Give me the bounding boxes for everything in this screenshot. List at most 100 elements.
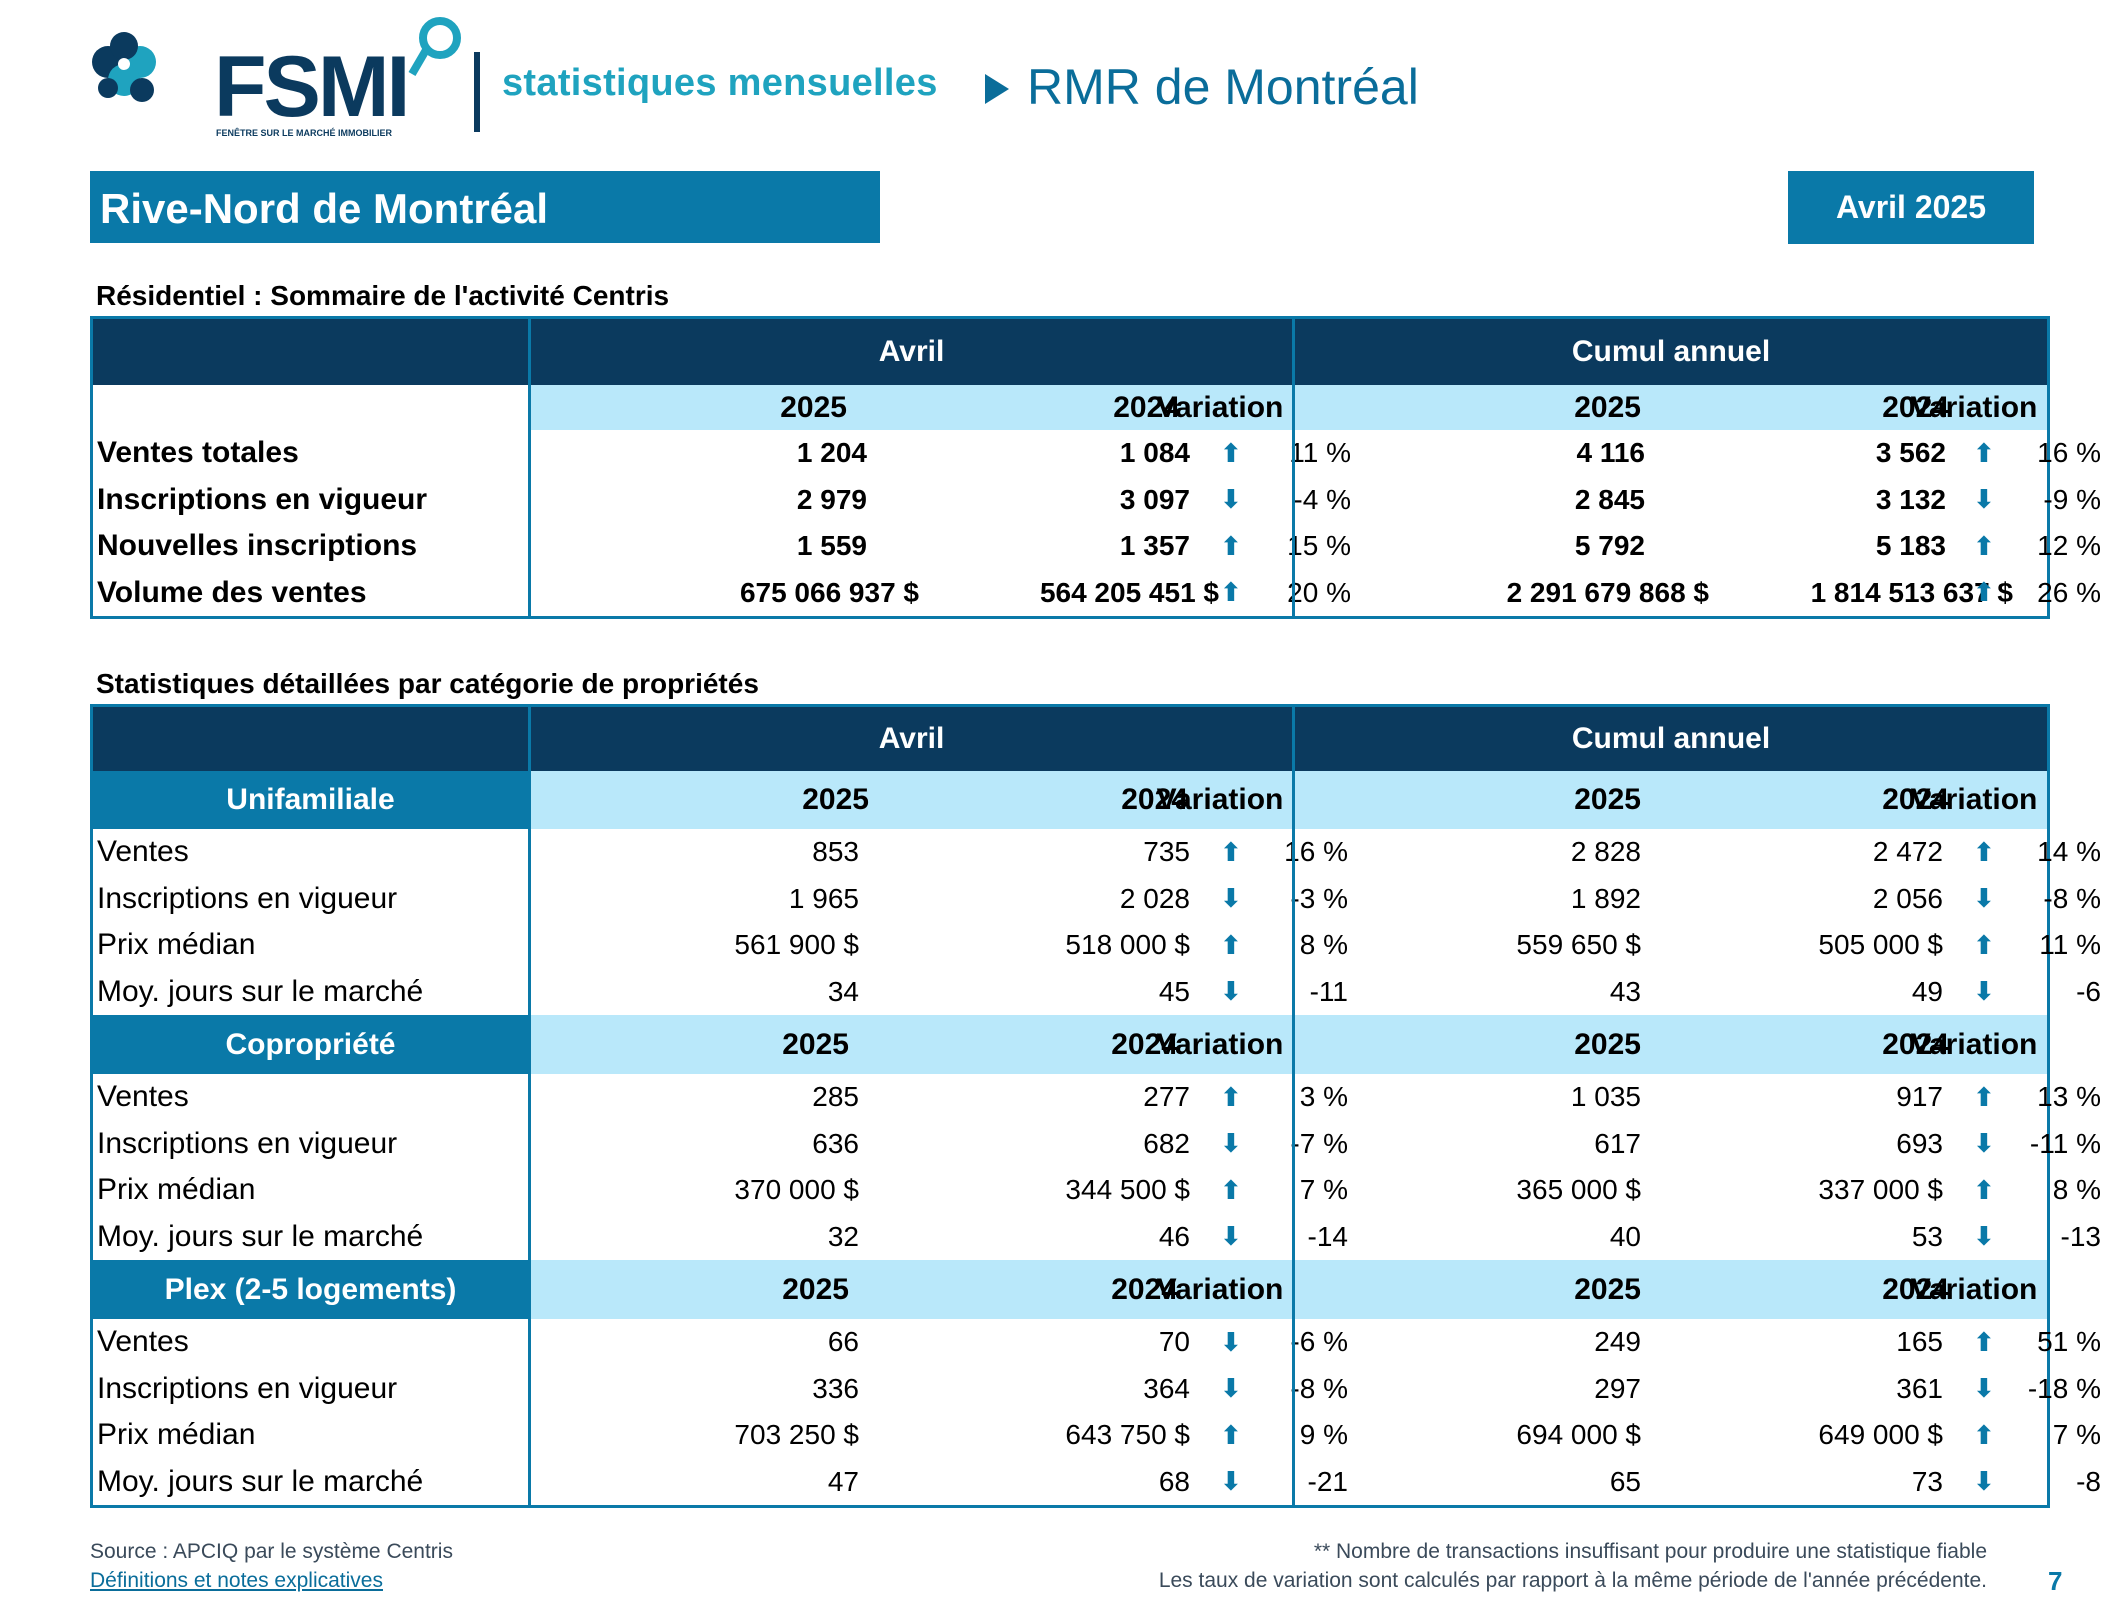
row-label: Inscriptions en vigueur — [97, 1371, 398, 1405]
col-variation: Variation — [1910, 783, 2038, 816]
table-row: Inscriptions en vigueur 636 682 ⬇ -7 % 617 693… — [93, 1121, 2101, 1168]
value-month-2024: 70 — [1158, 1326, 1190, 1358]
header-divider — [474, 52, 480, 132]
value-month-2024: 344 500 $ — [1065, 1174, 1190, 1206]
variation-ytd: 26 % — [2037, 576, 2101, 608]
value-month-2025: 1 204 — [796, 437, 867, 469]
source-note: Source : APCIQ par le système Centris — [90, 1540, 453, 1563]
value-ytd-2024: 2 056 — [1872, 882, 1943, 914]
arrow-down-icon: ⬇ — [1973, 883, 1995, 914]
table-row: Ventes 285 277 ⬆ 3 % 1 035 917 ⬆ 13 % — [93, 1074, 2101, 1121]
variation-month: 3 % — [1299, 1081, 1348, 1113]
value-ytd-2025: 297 — [1594, 1372, 1641, 1404]
category-name: Unifamiliale — [93, 771, 528, 829]
col-2024: 2024 — [1882, 783, 1949, 816]
value-month-2024: 682 — [1143, 1127, 1190, 1159]
value-month-2024: 518 000 $ — [1065, 929, 1190, 961]
value-ytd-2025: 559 650 $ — [1516, 929, 1641, 961]
value-ytd-2025: 65 — [1609, 1465, 1641, 1497]
value-ytd-2025: 1 892 — [1570, 882, 1641, 914]
arrow-down-icon: ⬇ — [1973, 1373, 1995, 1404]
col-2024: 2024 — [1113, 390, 1180, 424]
value-ytd-2025: 2 291 679 868 $ — [1506, 576, 1709, 608]
variation-month: -3 % — [1290, 882, 1348, 914]
table-row: Inscriptions en vigueur 1 965 2 028 ⬇ -3 % 1 … — [93, 876, 2101, 923]
value-ytd-2024: 3 132 — [1875, 483, 1946, 515]
col-2024: 2024 — [1882, 390, 1949, 424]
arrow-up-icon: ⬆ — [1973, 1174, 1995, 1205]
value-ytd-2024: 693 — [1896, 1127, 1943, 1159]
col-2024: 2024 — [1121, 783, 1188, 816]
value-month-2025: 675 066 937 $ — [739, 576, 919, 608]
summary-table: Avril Cumul annuel 2025 2024 Variation 2… — [90, 316, 2101, 619]
row-label: Nouvelles inscriptions — [97, 529, 418, 563]
group-month: Avril — [878, 335, 945, 368]
value-month-2024: 564 205 451 $ — [1039, 576, 1219, 608]
variation-ytd: 16 % — [2037, 437, 2101, 469]
arrow-down-icon: ⬇ — [1973, 1128, 1995, 1159]
arrow-down-icon: ⬇ — [1973, 484, 1995, 515]
variation-month: -11 — [1309, 975, 1348, 1007]
variation-ytd: -8 — [2076, 1465, 2101, 1497]
col-variation: Variation — [1156, 1027, 1284, 1061]
table-row: Ventes 66 70 ⬇ -6 % 249 165 ⬆ 51 % — [93, 1319, 2101, 1366]
arrow-down-icon: ⬇ — [1220, 976, 1242, 1007]
variation-ytd: 11 % — [2039, 929, 2101, 961]
group-month: Avril — [878, 722, 945, 755]
variation-ytd: 14 % — [2037, 836, 2101, 868]
arrow-up-icon: ⬆ — [1220, 1081, 1242, 1112]
value-ytd-2024: 649 000 $ — [1818, 1419, 1943, 1451]
report-date: Avril 2025 — [1788, 171, 2034, 244]
value-ytd-2025: 43 — [1609, 975, 1641, 1007]
arrow-up-icon: ⬆ — [1220, 530, 1242, 561]
value-month-2025: 636 — [812, 1127, 859, 1159]
table-row: Prix médian 703 250 $ 643 750 $ ⬆ 9 % 694 000… — [93, 1412, 2101, 1459]
value-month-2025: 853 — [812, 836, 859, 868]
summary-title: Résidentiel : Sommaire de l'activité Cen… — [96, 280, 670, 311]
value-month-2024: 1 084 — [1119, 437, 1190, 469]
col-variation: Variation — [1910, 1272, 2038, 1306]
value-ytd-2025: 617 — [1594, 1127, 1641, 1159]
value-ytd-2025: 694 000 $ — [1516, 1419, 1641, 1451]
group-ytd: Cumul annuel — [1571, 335, 1771, 368]
col-2025: 2025 — [1574, 1272, 1641, 1306]
value-ytd-2024: 337 000 $ — [1818, 1174, 1943, 1206]
arrow-down-icon: ⬇ — [1973, 1221, 1995, 1252]
col-2025: 2025 — [1574, 390, 1641, 424]
value-month-2024: 277 — [1143, 1081, 1190, 1113]
row-label: Inscriptions en vigueur — [97, 1126, 398, 1160]
arrow-down-icon: ⬇ — [1220, 1221, 1242, 1252]
group-ytd: Cumul annuel — [1571, 722, 1771, 755]
col-2025: 2025 — [782, 1272, 849, 1306]
row-label: Ventes — [97, 835, 189, 869]
row-label: Moy. jours sur le marché — [97, 974, 424, 1008]
row-label: Prix médian — [97, 1173, 256, 1207]
value-ytd-2024: 2 472 — [1872, 836, 1943, 868]
detail-table: Avril Cumul annuel Unifamiliale 2025 2024 V… — [90, 704, 2101, 1508]
column-divider — [528, 319, 531, 616]
arrow-up-icon: ⬆ — [1973, 929, 1995, 960]
value-ytd-2024: 53 — [1911, 1220, 1943, 1252]
col-2024: 2024 — [1111, 1027, 1178, 1061]
definitions-link-wrap: Définitions et notes explicatives — [90, 1569, 383, 1593]
row-label: Moy. jours sur le marché — [97, 1464, 424, 1498]
variation-ytd: 51 % — [2037, 1326, 2101, 1358]
variation-month: 20 % — [1287, 576, 1351, 608]
value-month-2025: 370 000 $ — [734, 1174, 859, 1206]
variation-month: -21 — [1307, 1465, 1348, 1497]
arrow-down-icon: ⬇ — [1220, 1373, 1242, 1404]
table-row: Volume des ventes 675 066 937 $ 564 205 45… — [93, 570, 2101, 617]
table-row: Moy. jours sur le marché 47 68 ⬇ -21 65 73 ⬇ -8 — [93, 1459, 2101, 1506]
svg-text:FENÊTRE SUR LE MARCHÉ IMMOBILI: FENÊTRE SUR LE MARCHÉ IMMOBILIER — [216, 127, 393, 138]
row-label: Ventes totales — [97, 436, 299, 470]
table-row: Prix médian 370 000 $ 344 500 $ ⬆ 7 % 365 000… — [93, 1167, 2101, 1214]
detail-title: Statistiques détaillées par catégorie de… — [96, 668, 759, 699]
arrow-up-icon: ⬆ — [1973, 1419, 1995, 1450]
definitions-link[interactable]: Définitions et notes explicatives — [90, 1569, 383, 1592]
value-month-2024: 45 — [1158, 975, 1190, 1007]
category-name: Copropriété — [93, 1015, 528, 1074]
value-month-2025: 34 — [827, 975, 859, 1007]
value-month-2025: 285 — [812, 1081, 859, 1113]
variation-month: 7 % — [1299, 1174, 1348, 1206]
row-label: Inscriptions en vigueur — [97, 482, 428, 516]
